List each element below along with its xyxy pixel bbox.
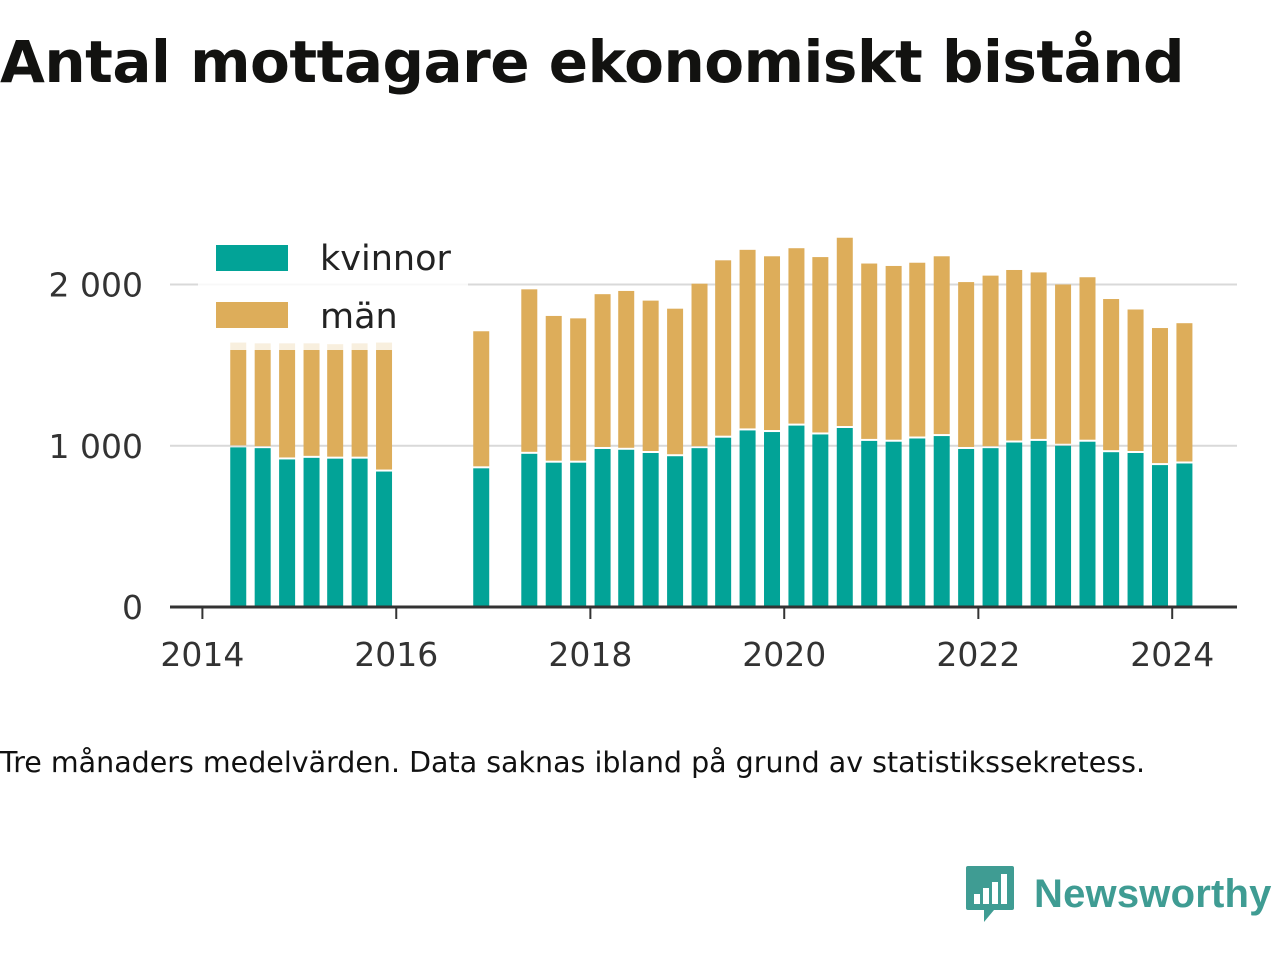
bar-man bbox=[642, 300, 659, 452]
bar-kvinnor bbox=[351, 458, 368, 607]
x-tick-label: 2014 bbox=[160, 635, 244, 674]
bar-kvinnor bbox=[885, 441, 902, 607]
y-tick-label: 0 bbox=[122, 588, 143, 627]
y-axis: 0 1 000 2 000 bbox=[49, 266, 143, 628]
bar-man bbox=[545, 315, 562, 461]
bar-man bbox=[327, 344, 344, 457]
bar-man bbox=[788, 248, 805, 424]
bar-man bbox=[958, 282, 975, 447]
bar-man bbox=[1055, 284, 1072, 444]
bar-man bbox=[836, 237, 853, 427]
bar-man bbox=[1103, 299, 1120, 451]
bar-man bbox=[279, 343, 296, 458]
bar-man bbox=[1079, 277, 1096, 440]
bar-man bbox=[618, 290, 635, 448]
legend-label-kvinnor: kvinnor bbox=[320, 239, 451, 279]
bar-kvinnor bbox=[1127, 453, 1144, 607]
bar-man bbox=[691, 283, 708, 447]
x-tick-label: 2024 bbox=[1130, 635, 1214, 674]
bar-kvinnor bbox=[958, 448, 975, 607]
chart-title: Antal mottagare ekonomiskt bistånd bbox=[0, 28, 1185, 96]
bar-kvinnor bbox=[594, 448, 611, 607]
bar-kvinnor bbox=[1176, 463, 1193, 607]
bar-kvinnor bbox=[933, 436, 950, 607]
bar-kvinnor bbox=[376, 471, 393, 607]
bar-man bbox=[254, 343, 271, 447]
bar-kvinnor bbox=[812, 434, 829, 607]
bar-man bbox=[303, 343, 320, 456]
bar-man bbox=[1127, 309, 1144, 452]
bar-man bbox=[351, 343, 368, 457]
bar-man bbox=[933, 256, 950, 435]
bar-man bbox=[885, 265, 902, 440]
bar-kvinnor bbox=[303, 457, 320, 607]
bar-kvinnor bbox=[1103, 452, 1120, 607]
bar-man bbox=[230, 342, 247, 446]
legend[interactable]: kvinnor män bbox=[198, 232, 468, 350]
bar-man bbox=[570, 318, 587, 461]
bar-kvinnor bbox=[909, 438, 926, 607]
bar-man bbox=[1176, 323, 1193, 462]
bar-man bbox=[473, 331, 490, 467]
newsworthy-logo-icon bbox=[966, 866, 1014, 922]
bar-man bbox=[376, 342, 393, 470]
bar-kvinnor bbox=[1055, 445, 1072, 607]
x-tick-label: 2016 bbox=[354, 635, 438, 674]
y-tick-label: 1 000 bbox=[49, 427, 143, 466]
chart-footnote: Tre månaders medelvärden. Data saknas ib… bbox=[0, 746, 1146, 779]
bar-kvinnor bbox=[254, 448, 271, 607]
x-tick-label: 2020 bbox=[742, 635, 826, 674]
bar-man bbox=[764, 256, 781, 431]
bar-man bbox=[594, 294, 611, 447]
legend-swatch-kvinnor bbox=[216, 245, 288, 271]
y-tick-label: 2 000 bbox=[49, 266, 143, 305]
bar-kvinnor bbox=[739, 430, 756, 607]
bar-kvinnor bbox=[473, 468, 490, 607]
bar-man bbox=[909, 262, 926, 437]
x-axis: 2014 2016 2018 2020 2022 2024 bbox=[160, 607, 1214, 674]
bar-kvinnor bbox=[1030, 440, 1047, 607]
bar-man bbox=[812, 257, 829, 433]
bar-kvinnor bbox=[836, 428, 853, 607]
bar-man bbox=[521, 289, 538, 452]
legend-swatch-man bbox=[216, 302, 288, 328]
bar-kvinnor bbox=[230, 447, 247, 607]
x-tick-label: 2018 bbox=[548, 635, 632, 674]
bar-kvinnor bbox=[764, 432, 781, 607]
bar-kvinnor bbox=[691, 448, 708, 607]
bar-kvinnor bbox=[642, 453, 659, 607]
bar-man bbox=[667, 308, 684, 455]
bar-man bbox=[1006, 269, 1023, 441]
bar-kvinnor bbox=[618, 449, 635, 607]
bars bbox=[230, 237, 1193, 607]
brand-name: Newsworthy bbox=[1034, 871, 1272, 916]
bar-kvinnor bbox=[1151, 465, 1168, 607]
bar-kvinnor bbox=[1079, 441, 1096, 607]
bar-kvinnor bbox=[715, 437, 732, 607]
bar-kvinnor bbox=[667, 456, 684, 607]
brand-logo[interactable]: Newsworthy bbox=[964, 864, 1272, 924]
bar-kvinnor bbox=[570, 462, 587, 607]
bar-kvinnor bbox=[279, 459, 296, 607]
bar-kvinnor bbox=[545, 462, 562, 607]
bar-kvinnor bbox=[1006, 442, 1023, 607]
bar-man bbox=[861, 263, 878, 439]
x-tick-label: 2022 bbox=[936, 635, 1020, 674]
bar-man bbox=[982, 275, 999, 447]
bar-kvinnor bbox=[788, 425, 805, 607]
bar-kvinnor bbox=[521, 453, 538, 607]
bar-kvinnor bbox=[982, 448, 999, 607]
bar-man bbox=[715, 260, 732, 436]
bar-kvinnor bbox=[861, 440, 878, 607]
legend-label-man: män bbox=[320, 297, 398, 337]
bar-man bbox=[739, 249, 756, 429]
bar-kvinnor bbox=[327, 458, 344, 607]
bar-man bbox=[1151, 328, 1168, 464]
bar-man bbox=[1030, 272, 1047, 439]
